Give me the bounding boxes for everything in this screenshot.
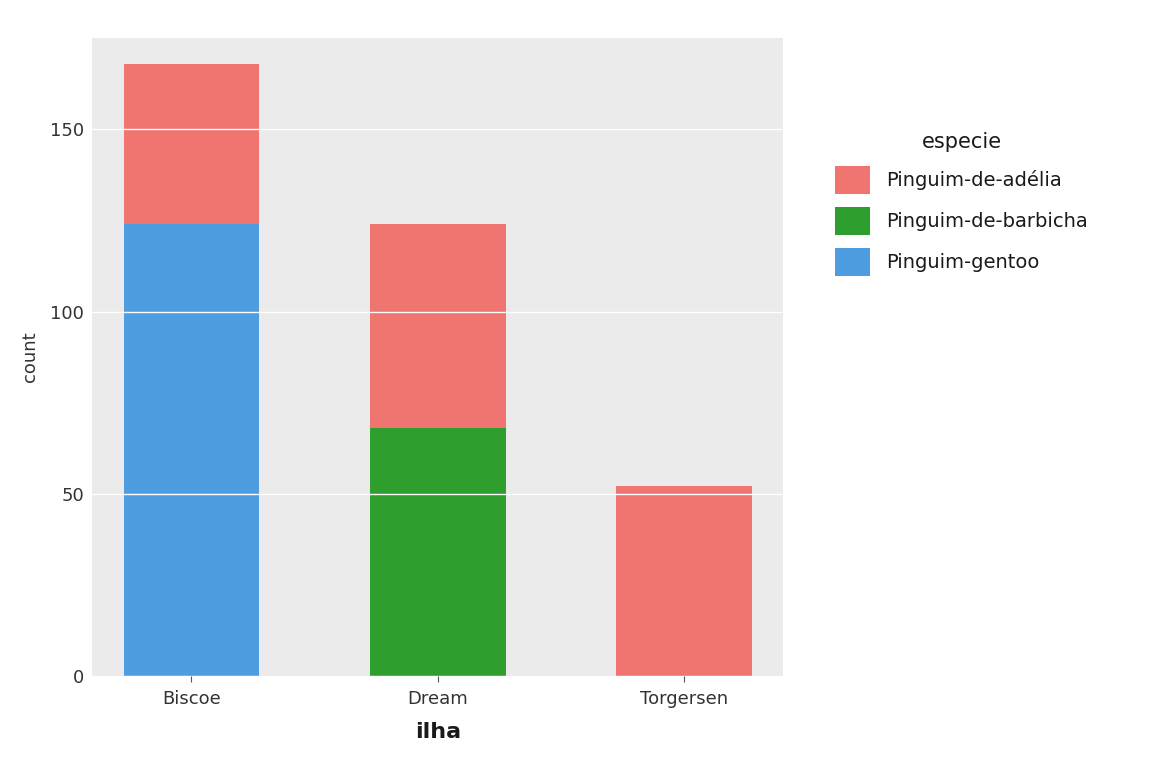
Legend: Pinguim-de-adélia, Pinguim-de-barbicha, Pinguim-gentoo: Pinguim-de-adélia, Pinguim-de-barbicha, …	[827, 124, 1096, 283]
Bar	[123, 64, 259, 224]
Bar	[370, 428, 506, 676]
X-axis label: ilha: ilha	[415, 722, 461, 742]
Y-axis label: count: count	[21, 332, 38, 382]
Bar	[370, 224, 506, 428]
Bar	[123, 224, 259, 676]
Bar	[616, 486, 752, 676]
